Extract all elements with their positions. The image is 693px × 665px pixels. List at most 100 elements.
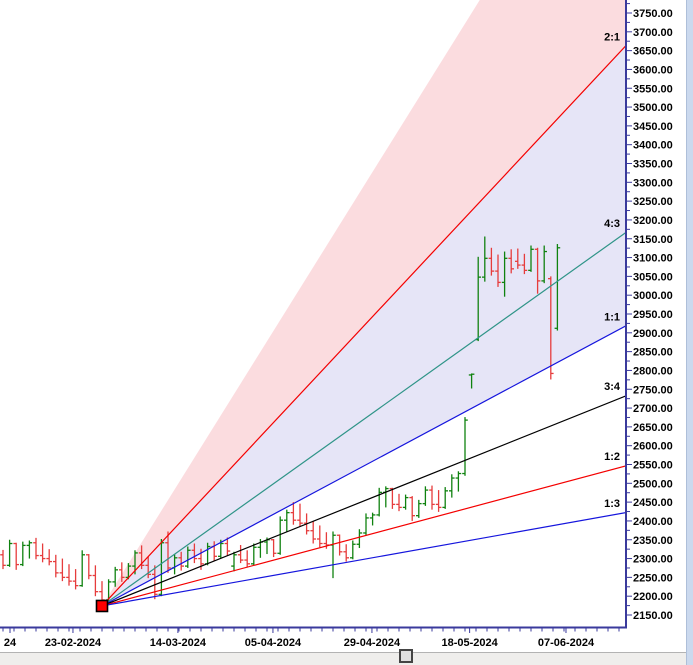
price-bar [92,565,99,597]
price-bar [290,502,297,525]
y-axis-label: 3050.00 [633,271,673,283]
y-axis-label: 2950.00 [633,309,673,321]
price-bar [284,509,290,532]
price-bar [6,539,13,567]
y-axis-label: 2750.00 [633,384,673,396]
price-bar [152,565,158,600]
x-axis-label: 14-03-2024 [150,637,207,649]
y-axis-label: 2850.00 [633,347,673,359]
scrollbar-thumb[interactable] [399,649,413,663]
y-axis-label: 2350.00 [633,535,673,547]
y-axis-label: 3700.00 [633,27,673,39]
price-bar [185,546,191,568]
price-bar [356,529,363,549]
price-bar [521,253,528,275]
fan-line-1:3[interactable] [101,339,693,607]
price-bar [376,487,382,517]
y-axis-label: 3550.00 [633,83,673,95]
price-bar [0,549,6,570]
x-axis-label: 23-02-2024 [45,637,102,649]
fan-band-3-2 [102,0,625,606]
fan-band-2-1 [102,46,625,606]
y-axis-label: 2400.00 [633,516,673,528]
x-axis-labels: 24 23-02-2024 14-03-2024 05-04-2024 29-04-20… [4,628,595,649]
y-axis-label: 3350.00 [633,159,673,171]
horizontal-scrollbar-track[interactable] [0,652,686,665]
fan-ratio-label: 2:1 [604,32,620,44]
price-bar [145,556,151,579]
price-bar [515,248,521,269]
y-axis-label: 3450.00 [633,121,673,133]
x-axis-ticks [2,628,620,632]
price-bar [495,254,501,287]
y-axis-label: 2450.00 [633,497,673,509]
x-axis-label: 24 [4,637,17,649]
fan-bands [102,0,625,606]
fan-line-2:1[interactable] [101,0,693,607]
price-bar [528,245,534,272]
price-bar [86,554,92,580]
price-bar [46,549,52,566]
y-axis-label: 3250.00 [633,196,673,208]
price-bar [416,499,422,518]
y-axis-label: 2250.00 [633,572,673,584]
price-bar [455,471,462,492]
y-axis-label: 2500.00 [633,478,673,490]
price-bar [330,531,336,579]
fan-line-1:2[interactable] [101,205,693,607]
price-bars [0,236,561,606]
y-axis-label: 2150.00 [633,610,673,622]
y-axis-label: 3150.00 [633,234,673,246]
price-bar [336,534,343,556]
y-axis-label: 2300.00 [633,554,673,566]
price-bar [178,551,184,571]
y-axis-label: 2900.00 [633,328,673,340]
y-axis-label: 3200.00 [633,215,673,227]
price-bar [165,531,171,573]
price-bar [33,537,39,560]
x-axis-label: 05-04-2024 [245,637,302,649]
y-axis-label: 3300.00 [633,177,673,189]
price-bar [244,550,250,568]
price-bar [488,247,495,276]
fan-ratio-label: 1:2 [604,451,620,463]
price-bar [541,245,547,284]
price-bar [237,545,244,564]
price-bar [224,537,231,556]
price-bar [231,551,237,572]
price-bar [39,543,46,563]
fan-origin-handle[interactable] [95,599,109,613]
price-bar [277,516,283,555]
price-bar [363,513,369,536]
window-right-edge [686,0,693,665]
y-axis-label: 3800.00 [633,0,673,1]
price-bar [53,554,59,578]
fan-line-4:3[interactable] [101,0,693,607]
price-bar [26,540,33,559]
fan-ratio-label: 1:1 [604,311,620,323]
price-bar [66,564,72,586]
y-axis-labels: 2150.00 2200.00 2250.00 2300.00 2350.00 2400.… [633,0,673,622]
x-axis-label: 18-05-2024 [441,637,498,649]
price-bar [482,236,488,282]
price-bar [350,540,356,560]
price-bar [383,486,389,508]
price-bar [468,373,475,389]
price-bar [462,417,468,476]
fan-line-3:4[interactable] [101,4,693,607]
y-axis-label: 3500.00 [633,102,673,114]
y-axis-label: 3100.00 [633,253,673,265]
y-axis-label: 2650.00 [633,422,673,434]
fan-line-1:1[interactable] [101,0,693,607]
price-bar [442,487,448,509]
price-bar [402,494,409,510]
price-bar [508,249,514,274]
fan-ratio-label: 3:4 [604,381,621,393]
y-axis-label: 2700.00 [633,403,673,415]
price-bar [59,558,66,582]
price-bar [310,520,316,544]
y-axis-label: 3600.00 [633,64,673,76]
fan-lines [101,0,693,607]
